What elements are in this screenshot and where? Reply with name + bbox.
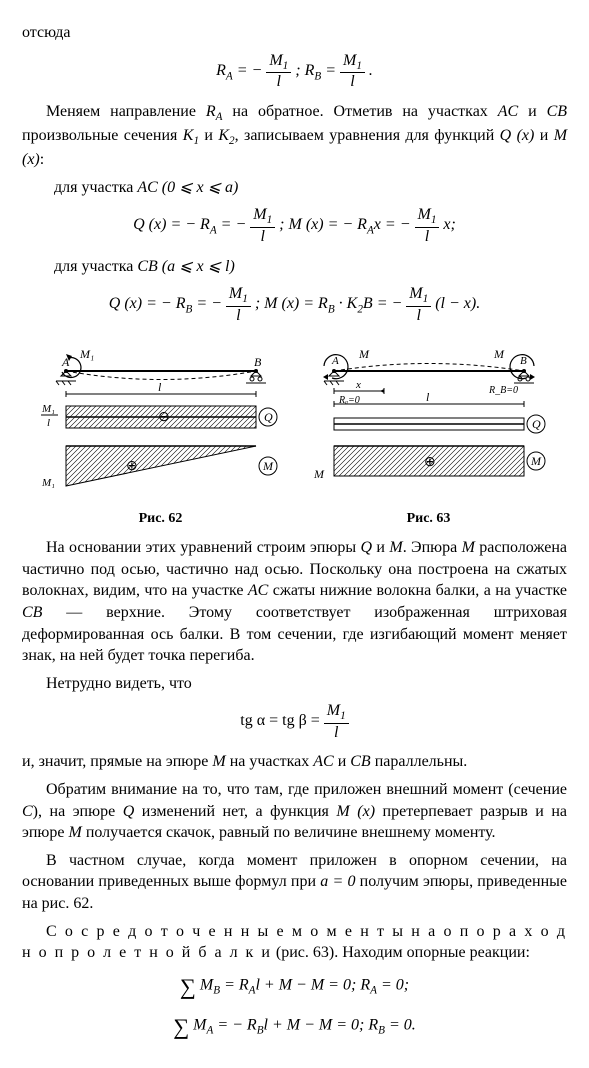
svg-text:l: l [158, 380, 162, 394]
svg-text:M: M [493, 347, 505, 361]
figure-62: M₁ A B l ⊖ Q M₁ l ⊕ M M₁ Р [36, 336, 286, 529]
equation-cb: Q (x) = − RB = − M1l ; M (x) = RB · K2B … [22, 285, 567, 324]
label-otsjuda: отсюда [22, 22, 567, 44]
svg-text:M: M [358, 347, 370, 361]
svg-text:Rₐ=0: Rₐ=0 [338, 395, 360, 406]
paragraph-8: В частном случае, когда момент приложен … [22, 850, 567, 915]
paragraph-6: и, значит, прямые на эпюре M на участках… [22, 751, 567, 773]
equation-tg: tg α = tg β = M1l [22, 702, 567, 741]
svg-text:l: l [47, 417, 50, 429]
svg-text:x: x [355, 379, 361, 391]
label-segment-cb: для участка CB (a ⩽ x ⩽ l) [22, 256, 567, 278]
svg-text:M: M [262, 459, 274, 473]
svg-text:A: A [331, 355, 339, 367]
svg-text:M: M [313, 467, 325, 481]
label-segment-ac: для участка AC (0 ⩽ x ⩽ a) [22, 177, 567, 199]
paragraph-7: Обратим внимание на то, что там, где при… [22, 779, 567, 844]
figure-63: M M A B x l Rₐ=0 R_B=0 Q ⊕ M [304, 336, 554, 529]
paragraph-5: Нетрудно видеть, что [22, 673, 567, 695]
figure-63-caption: Рис. 63 [304, 510, 554, 529]
equation-ra-rb: RA = − M1l ; RB = M1l . [22, 52, 567, 91]
paragraph-9: С о с р е д о т о ч е н н ы е м о м е н … [22, 921, 567, 964]
svg-text:M₁: M₁ [79, 347, 94, 361]
svg-text:⊕: ⊕ [424, 455, 436, 470]
svg-text:B: B [254, 355, 262, 369]
svg-text:l: l [426, 390, 430, 404]
svg-text:⊖: ⊖ [158, 410, 170, 425]
equation-sum-mb: ∑ MB = RAl + M − M = 0; RA = 0; [22, 972, 567, 1002]
svg-text:⊕: ⊕ [126, 459, 138, 474]
svg-text:R_B=0: R_B=0 [488, 385, 518, 396]
svg-text:B: B [520, 355, 527, 367]
equation-sum-ma: ∑ MA = − RBl + M − M = 0; RB = 0. [22, 1012, 567, 1042]
svg-text:Q: Q [264, 410, 273, 424]
paragraph-1: Меняем направление RA на обратное. Отмет… [22, 101, 567, 171]
svg-text:M₁: M₁ [41, 477, 55, 489]
equation-ac: Q (x) = − RA = − M1l ; M (x) = − RAx = −… [22, 206, 567, 245]
svg-text:A: A [61, 355, 70, 369]
figures-row: M₁ A B l ⊖ Q M₁ l ⊕ M M₁ Р [22, 336, 567, 529]
svg-text:Q: Q [532, 417, 541, 431]
figure-62-caption: Рис. 62 [36, 510, 286, 529]
paragraph-4: На основании этих уравнений строим эпюры… [22, 537, 567, 667]
svg-text:M₁: M₁ [41, 403, 55, 415]
svg-text:M: M [530, 454, 542, 468]
